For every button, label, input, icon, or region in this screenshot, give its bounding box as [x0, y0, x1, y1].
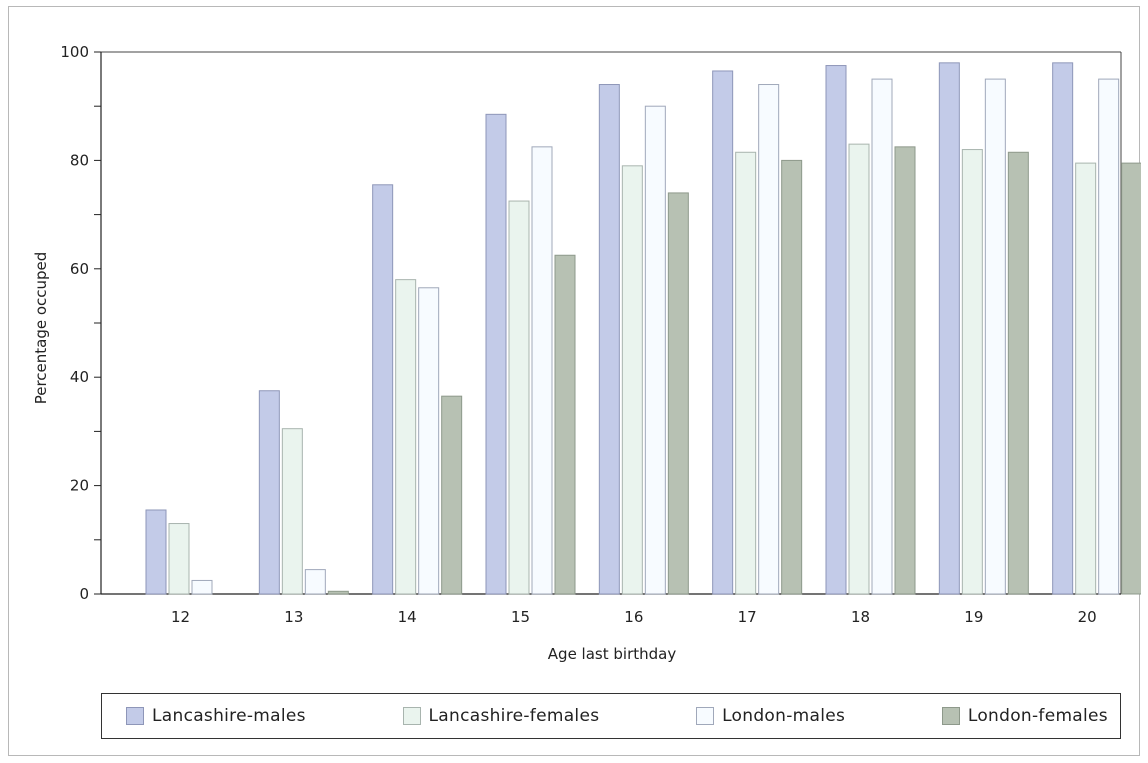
legend-label-london-males: London-males — [722, 706, 846, 726]
y-tick-label: 100 — [60, 43, 89, 61]
bar-london-females-18 — [894, 146, 916, 595]
bar-london-males-18 — [871, 78, 893, 595]
chart-frame: 0 20 40 60 80 100 12 13 14 15 16 17 18 19 20 Percentag… — [8, 6, 1141, 756]
bar-london-females-20 — [1121, 162, 1141, 595]
legend-swatch-lancashire-females — [402, 707, 421, 725]
bar-london-males-17 — [758, 84, 780, 595]
legend-swatch-london-females — [941, 707, 960, 725]
bar-lancashire-females-16 — [621, 165, 643, 595]
x-tick-label: 15 — [511, 608, 530, 626]
bar-lancashire-females-13 — [281, 428, 303, 595]
legend-label-lancashire-females: Lancashire-females — [428, 706, 600, 726]
legend-label-london-females: London-females — [967, 706, 1108, 726]
plot-area: 0 20 40 60 80 100 12 13 14 15 16 17 18 19 20 — [60, 43, 1141, 626]
y-tick-label: 20 — [70, 477, 89, 495]
bar-london-males-15 — [531, 146, 553, 595]
legend-item-london-males: London-males — [696, 706, 845, 726]
y-tick-label: 80 — [70, 151, 89, 169]
x-tick-label: 14 — [398, 608, 417, 626]
bar-london-females-17 — [781, 159, 803, 595]
y-tick-label: 60 — [70, 260, 89, 278]
bar-chart: 0 20 40 60 80 100 12 13 14 15 16 17 18 19 20 Percentag… — [32, 43, 1141, 663]
bar-lancashire-females-20 — [1075, 162, 1097, 595]
bar-london-females-13 — [327, 590, 349, 595]
x-tick-label: 19 — [964, 608, 983, 626]
y-axis-title: Percentage occuped — [32, 252, 50, 405]
legend-item-lancashire-females: Lancashire-females — [402, 706, 600, 726]
bar-london-females-16 — [667, 192, 689, 595]
bar-lancashire-females-15 — [508, 200, 530, 595]
x-tick-label: 17 — [738, 608, 757, 626]
bar-london-males-20 — [1098, 78, 1120, 595]
bar-london-females-19 — [1007, 151, 1029, 595]
bar-lancashire-males-18 — [825, 65, 847, 595]
legend-swatch-london-males — [696, 707, 715, 725]
x-tick-label: 12 — [171, 608, 190, 626]
bar-london-females-14 — [441, 395, 463, 595]
y-tick-label: 0 — [79, 585, 89, 603]
legend-swatch-lancashire-males — [126, 707, 144, 725]
bar-lancashire-males-16 — [598, 84, 620, 595]
bar-lancashire-females-18 — [848, 143, 870, 595]
bar-london-males-19 — [984, 78, 1006, 595]
x-tick-label: 18 — [851, 608, 870, 626]
bar-london-males-16 — [644, 105, 666, 595]
y-tick-label: 40 — [70, 368, 89, 386]
x-tick-label: 20 — [1078, 608, 1097, 626]
bar-lancashire-females-14 — [395, 279, 417, 595]
bar-lancashire-males-17 — [712, 70, 734, 595]
bar-london-females-15 — [554, 254, 576, 595]
legend-item-london-females: London-females — [941, 706, 1108, 726]
bar-lancashire-females-17 — [735, 151, 757, 595]
legend: Lancashire-males Lancashire-females Lond… — [101, 693, 1121, 739]
bar-london-males-13 — [304, 569, 326, 595]
bar-lancashire-males-12 — [145, 509, 167, 595]
bar-london-males-14 — [418, 287, 440, 595]
bar-lancashire-males-20 — [1052, 62, 1074, 595]
bar-london-males-12 — [191, 579, 213, 595]
bar-lancashire-females-12 — [168, 523, 190, 595]
bar-lancashire-males-19 — [938, 62, 960, 595]
bar-lancashire-males-14 — [372, 184, 394, 595]
bar-lancashire-males-13 — [258, 390, 280, 595]
legend-label-lancashire-males: Lancashire-males — [152, 706, 306, 726]
bar-lancashire-males-15 — [485, 113, 507, 595]
x-axis-title: Age last birthday — [548, 645, 677, 663]
bar-lancashire-females-19 — [961, 149, 983, 595]
legend-item-lancashire-males: Lancashire-males — [126, 706, 306, 726]
x-tick-label: 13 — [284, 608, 303, 626]
x-tick-label: 16 — [624, 608, 643, 626]
